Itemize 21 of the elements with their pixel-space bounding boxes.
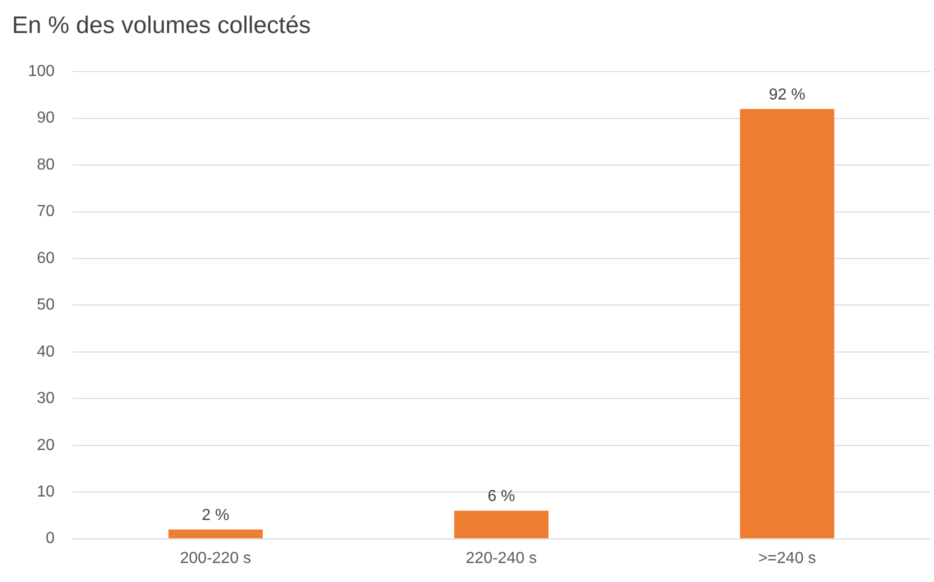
y-tick-label: 60: [36, 250, 55, 267]
y-tick-label: 20: [36, 436, 55, 454]
x-tick-label: >=240 s: [758, 550, 816, 567]
y-tick-label: 90: [36, 110, 55, 127]
data-label: 6 %: [488, 488, 516, 506]
bar: [168, 529, 263, 538]
chart-title: En % des volumes collectés: [12, 12, 311, 40]
y-tick-label: 30: [36, 390, 55, 408]
y-tick-label: 100: [28, 63, 55, 80]
bar: [740, 108, 834, 538]
x-tick-label: 220-240 s: [466, 550, 537, 567]
bar: [454, 510, 548, 538]
y-tick-label: 0: [46, 530, 55, 548]
y-tick-label: 10: [36, 483, 55, 500]
y-tick-label: 70: [36, 203, 55, 220]
y-tick-label: 80: [36, 156, 55, 174]
y-tick-label: 50: [36, 296, 55, 314]
data-label: 2 %: [202, 506, 230, 524]
x-tick-label: 200-220 s: [180, 550, 252, 567]
data-label: 92 %: [768, 86, 806, 104]
y-tick-label: 40: [36, 343, 55, 360]
